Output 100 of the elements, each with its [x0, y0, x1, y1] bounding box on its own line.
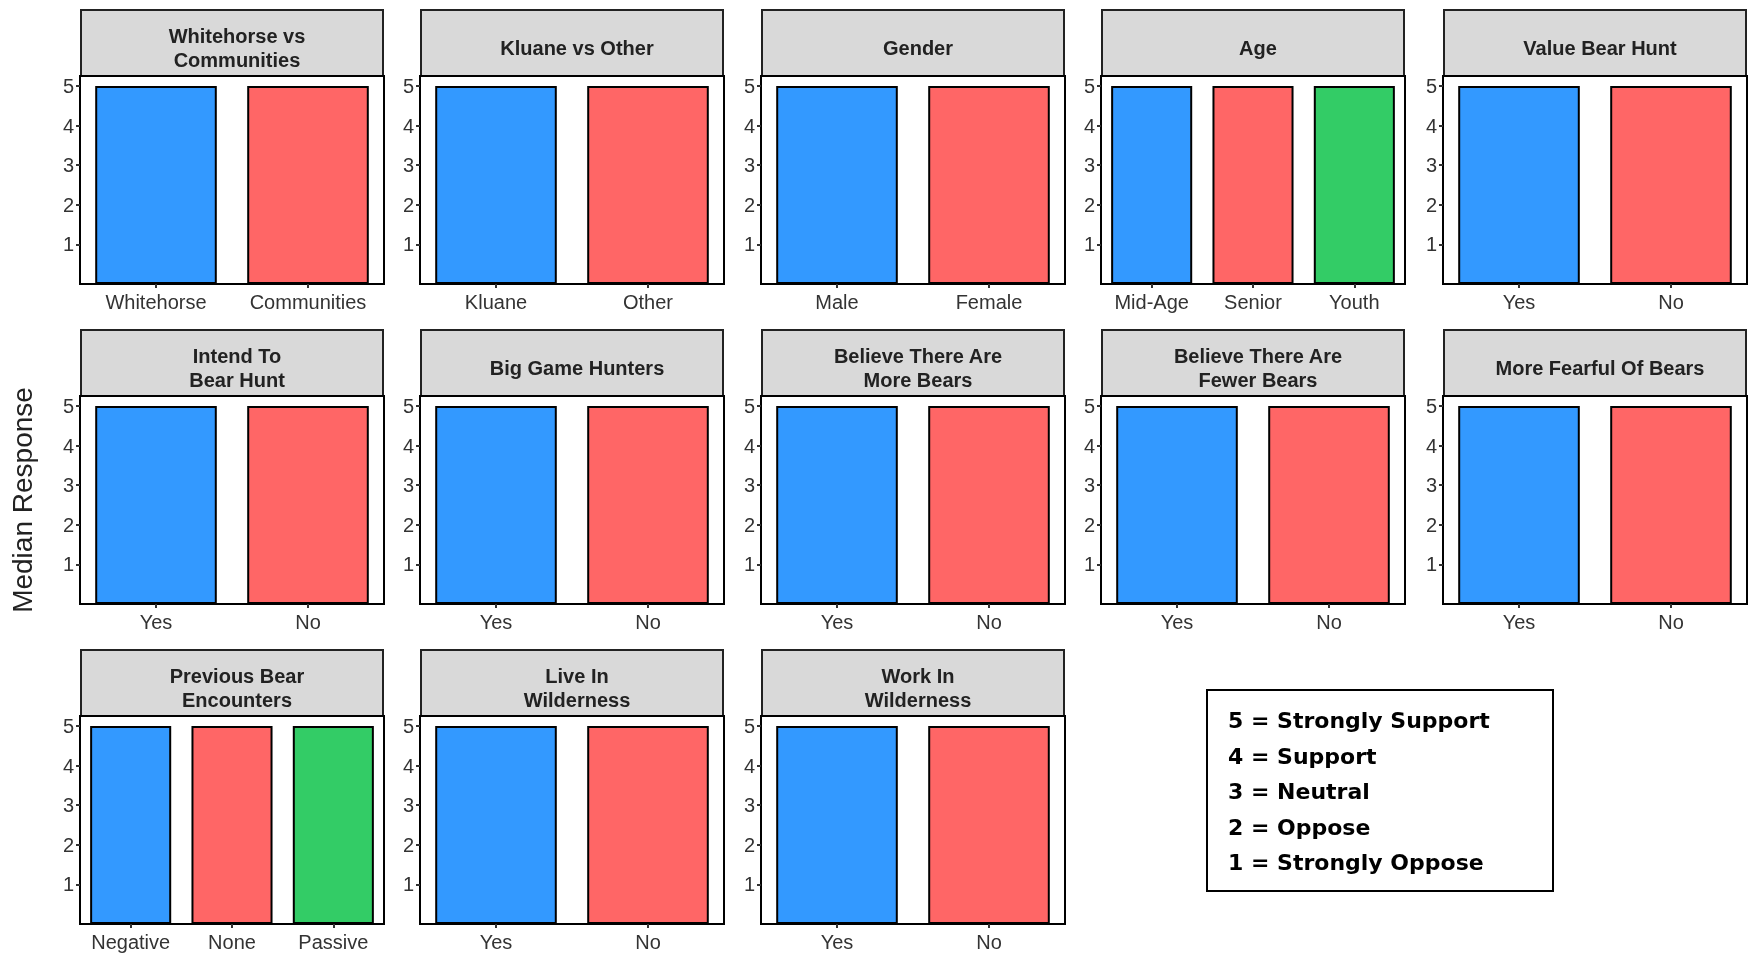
y-tick-label: 3	[62, 474, 74, 497]
y-tick-label: 3	[62, 154, 74, 177]
y-tick-label: 1	[743, 873, 755, 896]
y-tick-label: 4	[1083, 114, 1095, 137]
x-tick-label: Yes	[479, 611, 513, 633]
y-tick-label: 1	[1083, 553, 1095, 576]
y-tick-label: 4	[743, 114, 755, 137]
y-tick-label: 5	[743, 394, 755, 417]
y-tick-label: 3	[1083, 154, 1095, 177]
y-tick-label: 5	[743, 714, 755, 737]
chart-title: Intend To Bear Hunt	[189, 344, 286, 391]
x-tick-label: Passive	[298, 931, 369, 953]
y-tick-label: 3	[402, 794, 414, 817]
y-tick-label: 5	[402, 714, 414, 737]
x-tick-label: Senior	[1224, 291, 1283, 313]
y-tick-label: 1	[402, 873, 414, 896]
y-tick-label: 3	[743, 794, 755, 817]
text: 1 = Strongly Oppose	[1228, 849, 1485, 877]
chart-title: Previous Bear Encounters	[169, 664, 305, 711]
y-tick-label: 4	[62, 754, 74, 777]
text: 5 = Strongly Support	[1228, 707, 1491, 735]
x-tick-label: Mid-Age	[1114, 291, 1189, 313]
y-tick-label: 2	[743, 193, 755, 216]
y-tick-label: 2	[402, 513, 414, 536]
y-tick-label: 3	[743, 474, 755, 497]
chart-title: Gender	[882, 36, 954, 59]
y-tick-label: 1	[1083, 233, 1095, 256]
x-tick-label: Kluane	[464, 291, 528, 313]
x-tick-label: No	[1658, 291, 1684, 313]
x-tick-label: Yes	[820, 611, 854, 633]
x-tick-label: Yes	[479, 931, 513, 953]
y-tick-label: 4	[1083, 434, 1095, 457]
x-tick-label: Yes	[820, 931, 854, 953]
y-tick-label: 5	[62, 714, 74, 737]
y-tick-label: 1	[62, 873, 74, 896]
x-tick-label: Negative	[91, 931, 171, 953]
y-tick-label: 1	[1425, 553, 1437, 576]
y-tick-label: 5	[1083, 74, 1095, 97]
chart-title: Believe There Are Fewer Bears	[1173, 344, 1343, 391]
y-tick-label: 2	[402, 833, 414, 856]
y-tick-label: 2	[1083, 513, 1095, 536]
y-tick-label: 4	[402, 434, 414, 457]
chart-title: Whitehorse vs Communities	[168, 24, 306, 71]
text: 4 = Support	[1228, 742, 1378, 771]
x-tick-label: No	[976, 611, 1002, 633]
y-tick-label: 3	[743, 154, 755, 177]
x-tick-label: No	[635, 931, 661, 953]
chart-title: Age	[1239, 36, 1277, 59]
y-tick-label: 4	[743, 434, 755, 457]
y-tick-label: 3	[402, 474, 414, 497]
x-tick-label: No	[976, 931, 1002, 953]
text: 2 = Oppose	[1228, 813, 1372, 842]
y-tick-label: 1	[402, 233, 414, 256]
text: 3 = Neutral	[1228, 778, 1371, 806]
x-tick-label: Other	[622, 291, 674, 313]
x-tick-label: Male	[815, 291, 859, 313]
chart-title: Work In Wilderness	[864, 664, 972, 711]
y-tick-label: 1	[743, 233, 755, 256]
y-tick-label: 1	[743, 553, 755, 576]
chart-title: Live In Wilderness	[523, 664, 631, 711]
y-tick-label: 5	[1425, 74, 1437, 97]
y-tick-label: 4	[402, 754, 414, 777]
x-tick-label: Whitehorse	[105, 291, 207, 313]
y-tick-label: 2	[62, 833, 74, 856]
y-tick-label: 3	[1083, 474, 1095, 497]
y-tick-label: 2	[1425, 193, 1437, 216]
y-tick-label: 5	[402, 74, 414, 97]
x-tick-label: None	[208, 931, 256, 953]
chart-title: More Fearful Of Bears	[1495, 356, 1705, 379]
y-tick-label: 4	[1425, 114, 1437, 137]
x-tick-label: No	[1658, 611, 1684, 633]
y-tick-label: 2	[1425, 513, 1437, 536]
y-tick-label: 4	[1425, 434, 1437, 457]
x-tick-label: No	[635, 611, 661, 633]
x-tick-label: Youth	[1329, 291, 1380, 313]
y-tick-label: 5	[1425, 394, 1437, 417]
y-tick-label: 2	[402, 193, 414, 216]
y-tick-label: 3	[62, 794, 74, 817]
x-tick-label: Yes	[139, 611, 173, 633]
y-axis-title: Median Response	[6, 387, 38, 613]
x-tick-label: Female	[955, 291, 1023, 313]
chart-title: Kluane vs Other	[500, 36, 654, 59]
y-tick-label: 4	[743, 754, 755, 777]
y-tick-label: 4	[402, 114, 414, 137]
y-tick-label: 4	[62, 434, 74, 457]
y-tick-label: 3	[1425, 474, 1437, 497]
x-tick-label: Yes	[1502, 291, 1536, 313]
y-tick-label: 2	[62, 513, 74, 536]
y-tick-label: 4	[62, 114, 74, 137]
y-tick-label: 5	[402, 394, 414, 417]
y-tick-label: 2	[743, 833, 755, 856]
y-tick-label: 5	[1083, 394, 1095, 417]
y-tick-label: 3	[1425, 154, 1437, 177]
x-tick-label: No	[1316, 611, 1342, 633]
x-tick-label: Communities	[249, 291, 367, 313]
x-tick-label: Yes	[1502, 611, 1536, 633]
chart-title: Big Game Hunters	[489, 356, 665, 379]
y-tick-label: 3	[402, 154, 414, 177]
chart-title: Believe There Are More Bears	[833, 344, 1003, 391]
x-tick-label: No	[295, 611, 321, 633]
